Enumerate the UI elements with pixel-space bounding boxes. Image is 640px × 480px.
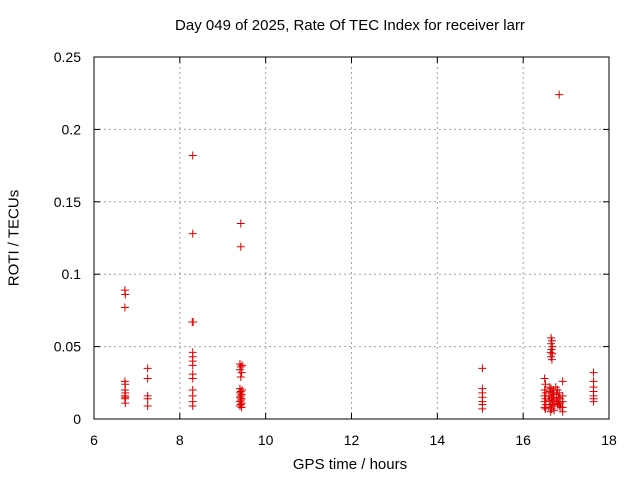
data-point xyxy=(237,403,246,412)
data-point xyxy=(547,355,556,364)
data-point xyxy=(555,90,564,99)
data-point xyxy=(120,303,129,312)
x-tick-label: 10 xyxy=(258,432,274,448)
data-point xyxy=(188,151,197,160)
y-tick-label: 0.05 xyxy=(54,339,81,355)
y-tick-label: 0.1 xyxy=(62,266,82,282)
data-point xyxy=(555,401,564,410)
grid-lines xyxy=(94,57,609,419)
data-point xyxy=(121,290,130,299)
x-axis-label: GPS time / hours xyxy=(292,456,408,473)
data-point xyxy=(478,404,487,413)
data-point xyxy=(188,401,197,410)
y-tick-label: 0.25 xyxy=(54,49,81,65)
chart-title: Day 049 of 2025, Rate Of TEC Index for r… xyxy=(175,17,525,34)
x-tick-label: 14 xyxy=(430,432,446,448)
data-point xyxy=(236,242,245,251)
x-tick-label: 16 xyxy=(515,432,531,448)
data-point xyxy=(188,374,197,383)
data-point xyxy=(188,361,197,370)
data-point xyxy=(236,373,245,382)
data-point xyxy=(589,397,598,406)
data-point xyxy=(237,368,246,377)
data-point xyxy=(589,368,598,377)
data-point xyxy=(143,374,152,383)
data-point xyxy=(558,377,567,386)
data-point xyxy=(236,219,245,228)
data-point xyxy=(143,401,152,410)
y-tick-label: 0.2 xyxy=(62,121,82,137)
data-point xyxy=(546,407,555,416)
data-point xyxy=(188,229,197,238)
data-point xyxy=(143,394,152,403)
y-tick-label: 0.15 xyxy=(54,194,81,210)
data-point xyxy=(541,380,550,389)
y-tick-label: 0 xyxy=(73,411,81,427)
axis-ticks: 6 8 10 12 14 16 18 0 0.05 0.1 0.15 0.2 0.25 xyxy=(54,49,617,448)
data-point xyxy=(540,374,549,383)
x-tick-label: 8 xyxy=(176,432,184,448)
data-point xyxy=(235,401,244,410)
data-point xyxy=(121,399,130,408)
data-point xyxy=(238,361,247,370)
x-tick-label: 12 xyxy=(344,432,360,448)
data-points xyxy=(120,90,598,416)
data-point xyxy=(189,317,198,326)
data-point xyxy=(143,364,152,373)
data-point xyxy=(558,407,567,416)
data-point xyxy=(478,364,487,373)
data-point xyxy=(550,406,559,415)
x-tick-label: 6 xyxy=(90,432,98,448)
x-tick-label: 18 xyxy=(601,432,617,448)
